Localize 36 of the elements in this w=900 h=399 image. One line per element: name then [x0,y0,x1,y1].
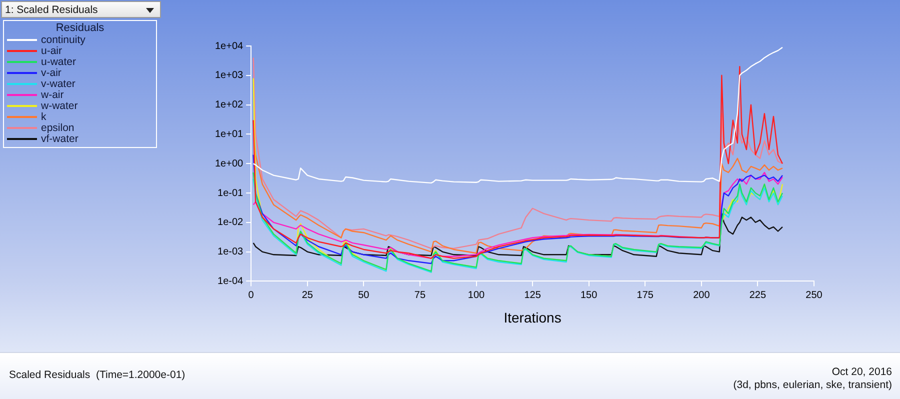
legend-label: w-water [41,100,78,112]
x-tick-label: 75 [414,290,426,301]
x-tick-label: 125 [524,290,542,301]
legend-label: w-air [41,88,64,100]
legend-label: vf-water [41,132,78,144]
y-tick-label: 1e-04 [218,276,244,287]
y-tick-label: 1e+04 [214,40,244,52]
y-tick-label: 1e-01 [218,188,244,199]
x-tick-label: 250 [806,290,823,301]
x-tick-label: 25 [302,290,314,301]
legend-label: continuity [41,34,86,46]
x-tick-label: 50 [358,290,370,301]
legend-label: v-water [41,78,76,90]
legend-label: epsilon [41,122,74,134]
y-tick-label: 1e-02 [218,217,244,228]
x-axis-title: Iterations [504,309,562,326]
x-tick-label: 150 [580,290,598,301]
x-tick-label: 200 [693,290,710,301]
legend-label: k [41,110,46,122]
x-tick-label: 0 [248,290,254,301]
x-tick-label: 100 [468,290,486,301]
y-tick-label: 1e-03 [218,246,244,258]
y-tick-label: 1e+03 [214,70,244,82]
y-tick-label: 1e+02 [214,100,244,111]
y-tick-label: 1e+01 [214,128,244,140]
y-tick-label: 1e+00 [214,158,244,170]
x-tick-label: 225 [749,290,766,301]
text: Scaled Residuals (Time=1.2000e-01) [9,369,186,381]
x-tick-label: 175 [636,290,654,301]
text: Oct 20, 2016 [832,366,892,378]
dropdown: 1: Scaled Residuals [1,1,161,18]
legend-label: u-water [41,56,76,68]
text: (3d, pbns, eulerian, ske, transient) [733,379,892,391]
legend-label: v-air [41,66,62,78]
legend-label: u-air [41,44,62,56]
legend-title: Residuals [54,22,106,34]
